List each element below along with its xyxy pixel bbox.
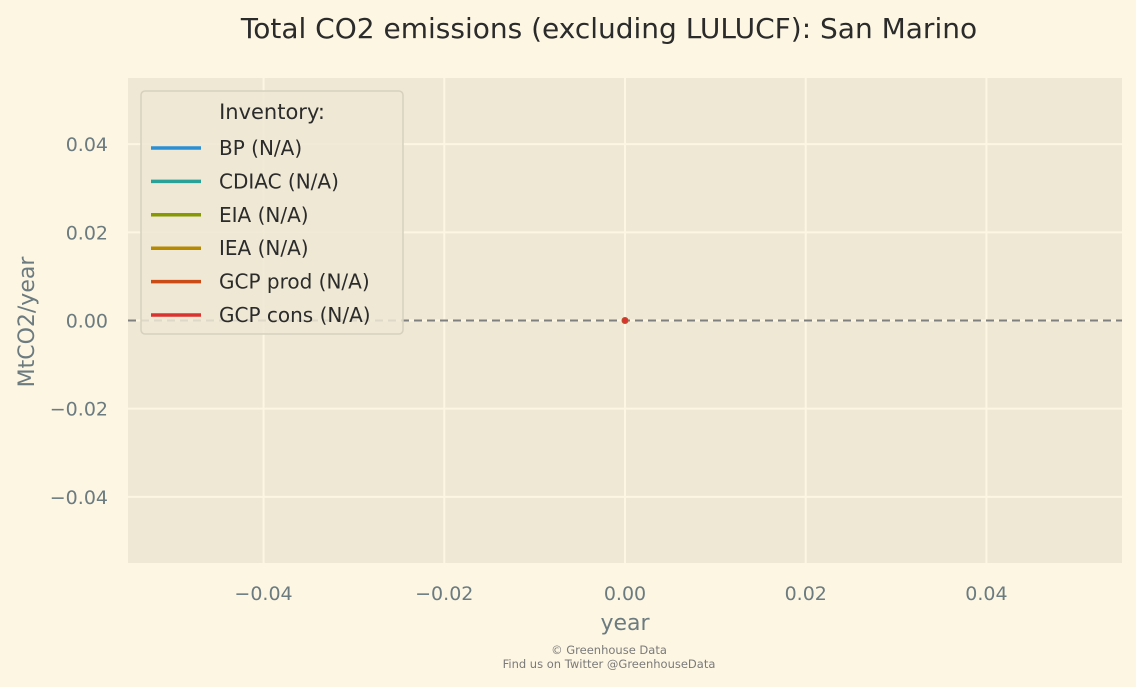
y-tick-label: 0.02 [66, 222, 108, 244]
legend-entry-label: EIA (N/A) [219, 203, 309, 227]
footer-copyright: © Greenhouse Data [551, 643, 667, 657]
y-tick-label: 0.00 [66, 311, 108, 333]
y-axis-label: MtCO2/year [15, 256, 40, 388]
x-tick-label: 0.00 [604, 583, 646, 605]
legend: Inventory: BP (N/A) CDIAC (N/A) EIA (N/A) I… [140, 90, 404, 335]
legend-entry-label: GCP cons (N/A) [219, 303, 371, 327]
x-tick-label: −0.02 [415, 583, 473, 605]
legend-entry-label: CDIAC (N/A) [219, 169, 339, 193]
x-axis-label: year [600, 611, 650, 636]
x-tick-label: 0.04 [965, 583, 1007, 605]
chart-title: Total CO2 emissions (excluding LULUCF): … [240, 12, 977, 45]
legend-entry-label: IEA (N/A) [219, 236, 309, 260]
y-tick-labels: 0.04 0.02 0.00 −0.02 −0.04 [50, 134, 108, 509]
legend-title: Inventory: [219, 100, 325, 124]
legend-entry-label: GCP prod (N/A) [219, 270, 370, 294]
data-point [621, 317, 629, 324]
footer-twitter: Find us on Twitter @GreenhouseData [503, 657, 716, 671]
x-tick-label: 0.02 [785, 583, 827, 605]
y-tick-label: 0.04 [66, 134, 108, 156]
data-marks [621, 317, 629, 324]
x-tick-labels: −0.04 −0.02 0.00 0.02 0.04 [234, 583, 1007, 605]
legend-entry-label: BP (N/A) [219, 136, 302, 160]
x-tick-label: −0.04 [234, 583, 292, 605]
legend-box [140, 90, 404, 335]
y-tick-label: −0.02 [50, 399, 108, 421]
y-tick-label: −0.04 [50, 487, 108, 509]
